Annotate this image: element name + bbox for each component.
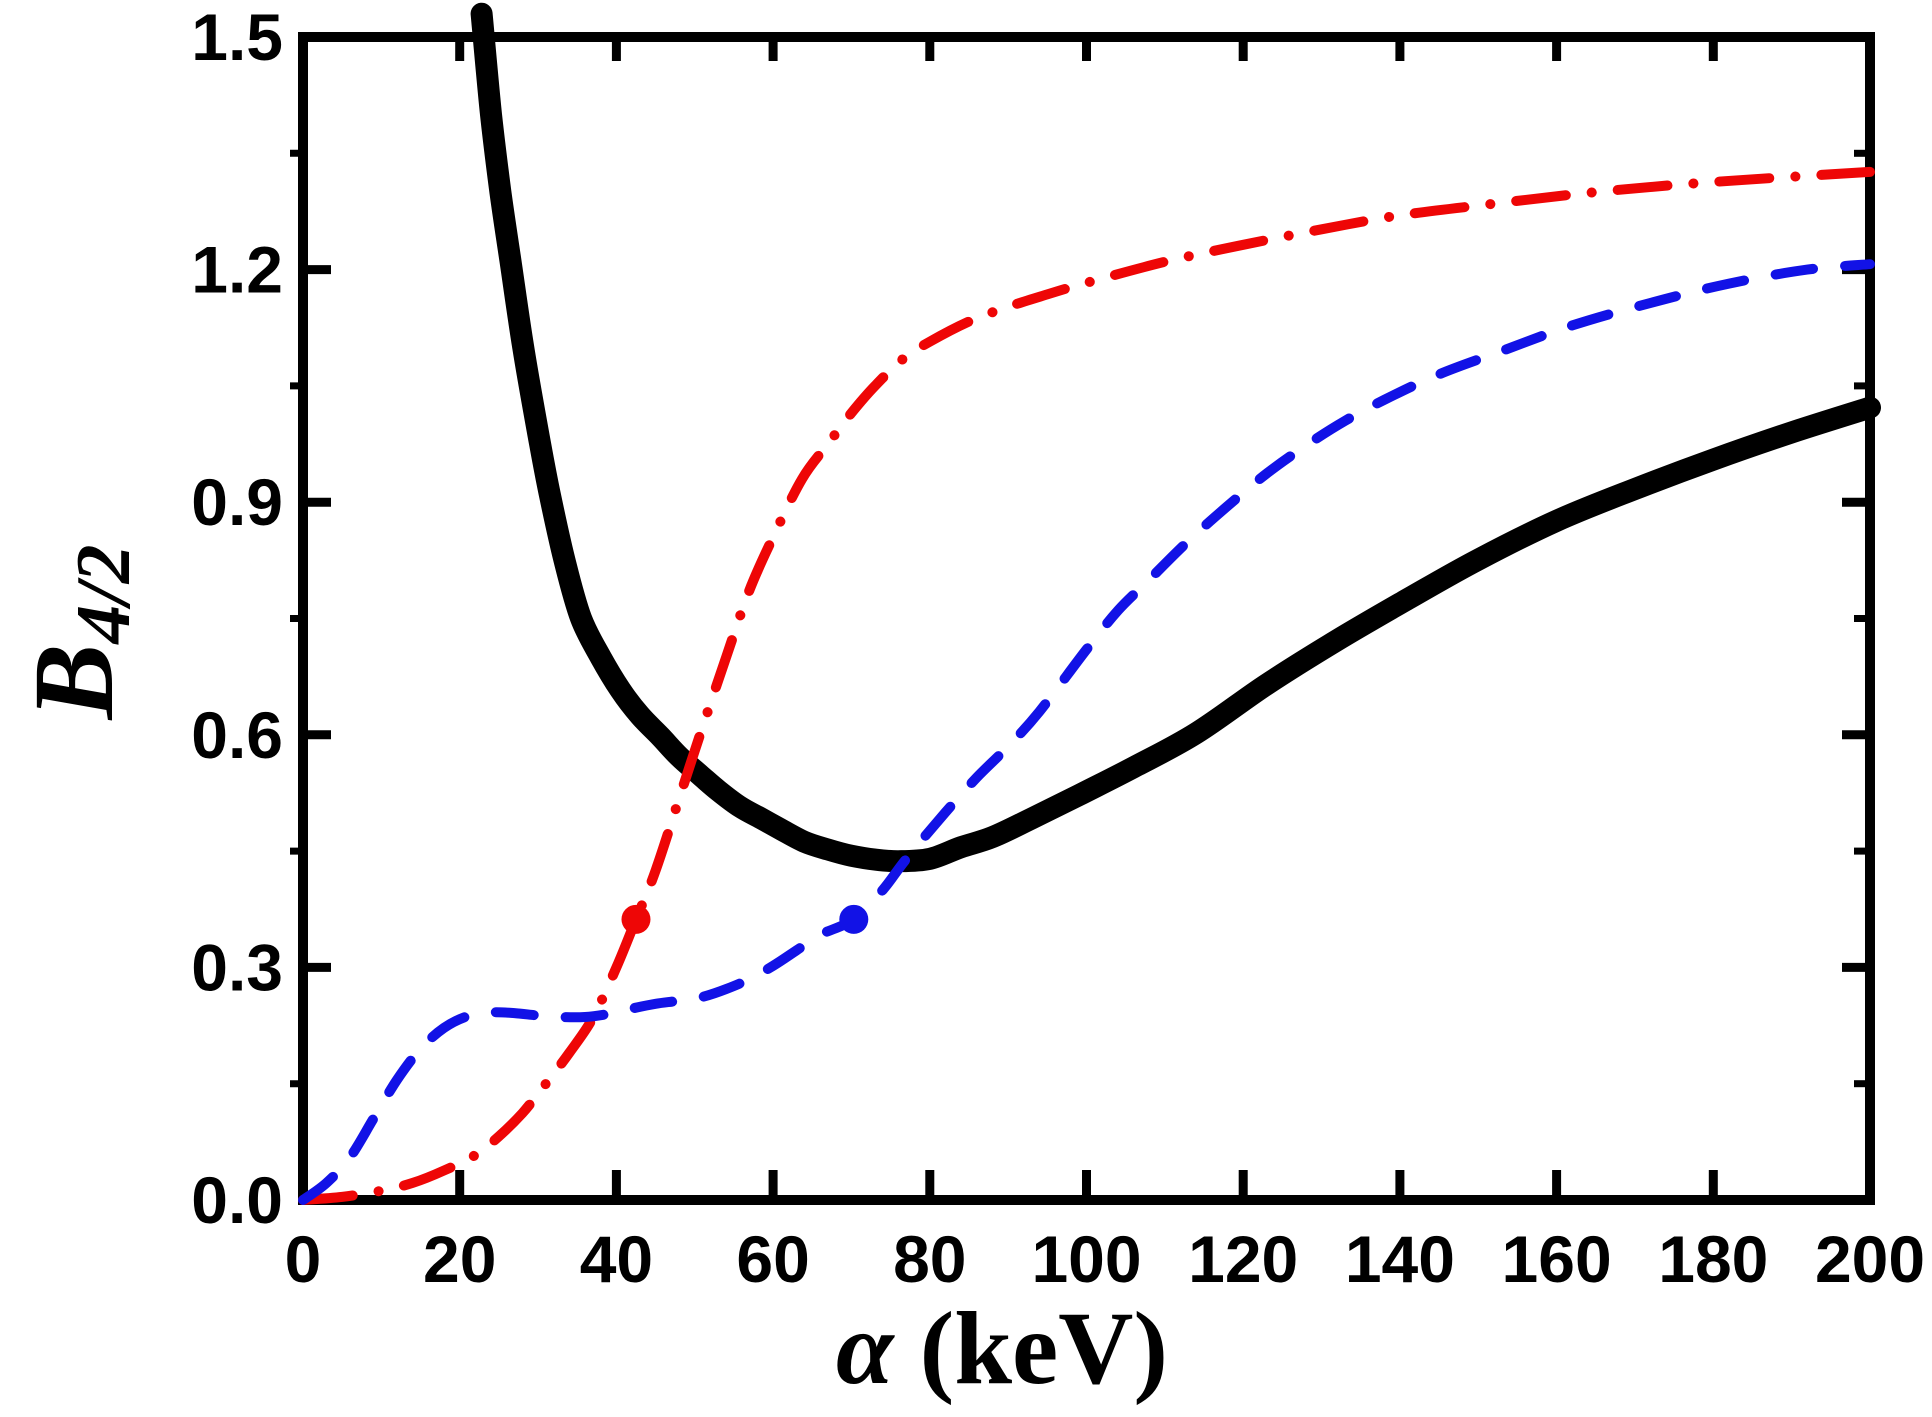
x-axis-symbol: α <box>836 1291 894 1406</box>
x-axis-tick-label: 40 <box>580 1222 653 1296</box>
y-axis-title: B4/2 <box>8 544 146 720</box>
series-thick-solid-black-curve <box>470 2 1881 873</box>
x-axis-unit: (keV) <box>893 1291 1168 1406</box>
x-axis-tick-label: 180 <box>1658 1222 1768 1296</box>
red-point-marker <box>621 904 651 934</box>
y-axis-subscript: 4/2 <box>60 544 147 644</box>
y-axis-tick-label: 0.6 <box>191 698 283 772</box>
blue-point-marker <box>839 904 869 934</box>
y-axis-tick-label: 1.2 <box>191 233 283 307</box>
x-axis-tick-label: 60 <box>736 1222 809 1296</box>
y-axis-tick-label: 0.0 <box>191 1163 283 1237</box>
x-axis-tick-label: 80 <box>893 1222 966 1296</box>
x-axis-tick-label: 140 <box>1345 1222 1455 1296</box>
y-axis-tick-label: 1.5 <box>191 0 283 74</box>
x-axis-tick-label: 100 <box>1031 1222 1141 1296</box>
x-axis-tick-label: 20 <box>423 1222 496 1296</box>
plot-frame <box>298 32 1875 1205</box>
y-axis-tick-label: 0.3 <box>191 930 283 1004</box>
x-axis-tick-label: 0 <box>285 1222 322 1296</box>
x-axis-title: α (keV) <box>836 1291 1168 1406</box>
y-axis-base: B <box>10 643 137 720</box>
x-axis-tick-label: 160 <box>1502 1222 1612 1296</box>
x-axis-tick-label: 200 <box>1815 1222 1925 1296</box>
x-axis-tick-label: 120 <box>1188 1222 1298 1296</box>
y-axis-tick-label: 0.9 <box>191 465 283 539</box>
series-red-dash-dot-curve <box>298 166 1875 1205</box>
